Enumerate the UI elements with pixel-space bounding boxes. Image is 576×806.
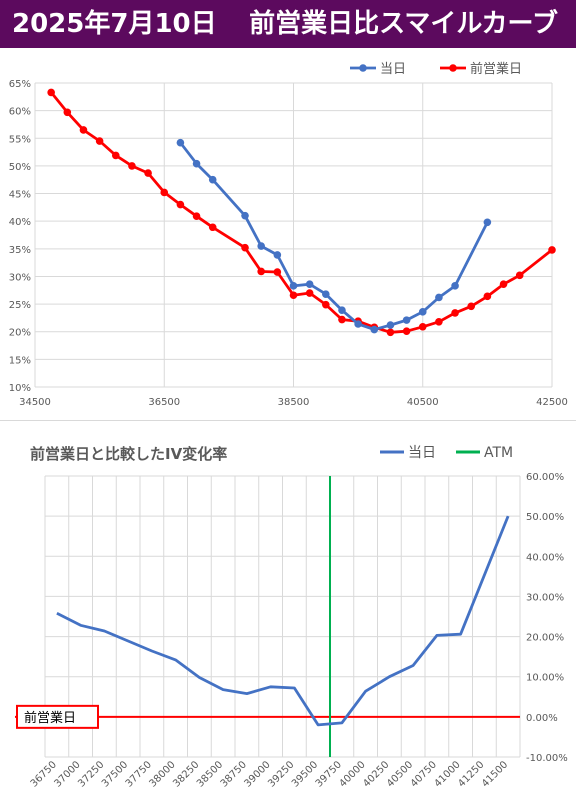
x-tick-label: 36500 [148, 397, 180, 408]
legend-label: 前営業日 [470, 61, 522, 77]
data-point [338, 306, 346, 314]
data-point [322, 290, 330, 298]
data-point [80, 126, 88, 134]
data-point [354, 320, 362, 328]
y-tick-label: 40.00% [526, 552, 564, 563]
data-point [548, 246, 556, 254]
data-point [209, 176, 217, 184]
legend-label: 当日 [408, 445, 436, 461]
data-point [112, 152, 120, 160]
data-point [451, 282, 459, 290]
data-point [274, 268, 282, 276]
data-point [306, 280, 314, 288]
header-bar: 2025年7月10日 前営業日比スマイルカーブ [0, 0, 576, 48]
y-tick-label: 10.00% [526, 673, 564, 684]
y-tick-label: 50% [9, 162, 31, 173]
legend-marker [449, 64, 457, 72]
iv-change-chart: 前営業日と比較したIV変化率 -10.00% 0.00% 10.00% 20.00% 3… [0, 421, 576, 802]
data-point [177, 201, 185, 209]
data-point [274, 251, 282, 259]
y-tick-label: 30.00% [526, 592, 564, 603]
data-point [419, 323, 427, 331]
smile-curve-panel: 10% 15% 20% 25% 30% 35% 40% 45% 50% 55% 60% 65% 345… [0, 48, 576, 421]
data-point [64, 108, 72, 116]
data-point [290, 291, 298, 299]
y-tick-label: 30% [9, 272, 31, 283]
data-point [484, 218, 492, 226]
y-tick-label: 60% [9, 107, 31, 118]
data-point [241, 212, 249, 220]
data-point [387, 321, 395, 329]
data-point [370, 326, 378, 334]
data-point [403, 316, 411, 324]
data-point [160, 189, 168, 197]
y-tick-label: 55% [9, 134, 31, 145]
smile-curve-chart: 10% 15% 20% 25% 30% 35% 40% 45% 50% 55% 60% 65% 345… [0, 48, 576, 420]
report-date: 2025年7月10日 [12, 6, 217, 42]
x-tick-label: 38500 [278, 397, 310, 408]
data-point [193, 212, 201, 220]
data-point [144, 169, 152, 177]
y-tick-label: 10% [9, 383, 31, 394]
data-point [467, 303, 475, 311]
x-tick-label: 41500 [480, 759, 510, 789]
y-tick-label: -10.00% [526, 753, 568, 764]
chart-title: 前営業日と比較したIV変化率 [30, 445, 227, 463]
data-point [193, 160, 201, 168]
y-tick-label: 65% [9, 79, 31, 90]
data-point [128, 162, 136, 170]
data-point [387, 328, 395, 336]
data-point [322, 301, 330, 309]
y-tick-label: 20% [9, 328, 31, 339]
y-tick-label: 50.00% [526, 512, 564, 523]
y-tick-label: 0.00% [526, 713, 558, 724]
data-point [516, 272, 524, 280]
y-tick-label: 40% [9, 217, 31, 228]
data-point [419, 308, 427, 316]
data-point [241, 244, 249, 252]
data-point [500, 280, 508, 288]
y-tick-label: 20.00% [526, 633, 564, 644]
series-line-prev [51, 92, 552, 332]
baseline-label: 前営業日 [24, 710, 76, 726]
x-tick-label: 42500 [536, 397, 568, 408]
y-tick-label: 60.00% [526, 472, 564, 483]
data-point [306, 289, 314, 297]
data-point [435, 294, 443, 302]
y-tick-label: 35% [9, 245, 31, 256]
x-tick-label: 34500 [19, 397, 51, 408]
data-point [177, 139, 185, 147]
data-point [257, 268, 265, 276]
report-title: 前営業日比スマイルカーブ [249, 6, 558, 42]
data-point [209, 223, 217, 231]
data-point [403, 327, 411, 335]
legend-marker [359, 64, 367, 72]
data-point [257, 242, 265, 250]
data-point [484, 293, 492, 301]
y-tick-label: 45% [9, 190, 31, 201]
legend-label: ATM [484, 445, 513, 461]
data-point [451, 309, 459, 317]
data-point [338, 316, 346, 324]
legend-label: 当日 [380, 62, 406, 77]
data-point [47, 89, 55, 97]
data-point [435, 318, 443, 326]
y-tick-label: 25% [9, 300, 31, 311]
y-tick-label: 15% [9, 355, 31, 366]
iv-change-panel: 前営業日と比較したIV変化率 -10.00% 0.00% 10.00% 20.00% 3… [0, 421, 576, 802]
x-tick-label: 40500 [407, 397, 439, 408]
data-point [96, 137, 104, 145]
data-point [290, 282, 298, 290]
